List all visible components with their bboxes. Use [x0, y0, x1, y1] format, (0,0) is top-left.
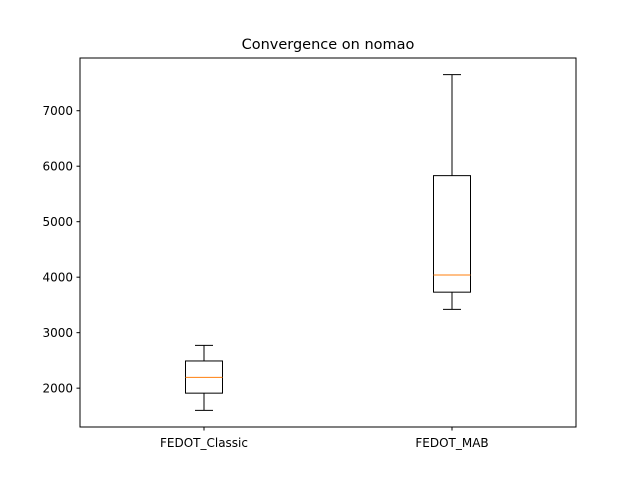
- y-tick-label: 6000: [42, 160, 73, 174]
- plot-area: [185, 74, 471, 411]
- y-tick-label: 2000: [42, 382, 73, 396]
- box-FEDOT_Classic: [185, 344, 223, 411]
- y-tick-label: 5000: [42, 215, 73, 229]
- interquartile-box: [433, 175, 471, 293]
- box-FEDOT_MAB: [433, 74, 471, 310]
- y-tick-label: 3000: [42, 326, 73, 340]
- y-tick-label: 7000: [42, 104, 73, 118]
- y-axis: 2000 3000 4000 5000 6000 7000: [42, 104, 80, 396]
- chart-title: Convergence on nomao: [242, 37, 415, 53]
- x-tick-label: FEDOT_Classic: [160, 436, 248, 450]
- y-tick-label: 4000: [42, 271, 73, 285]
- x-axis: FEDOT_Classic FEDOT_MAB: [160, 427, 489, 450]
- axes-frame: [79, 57, 577, 428]
- x-tick-label: FEDOT_MAB: [415, 436, 488, 450]
